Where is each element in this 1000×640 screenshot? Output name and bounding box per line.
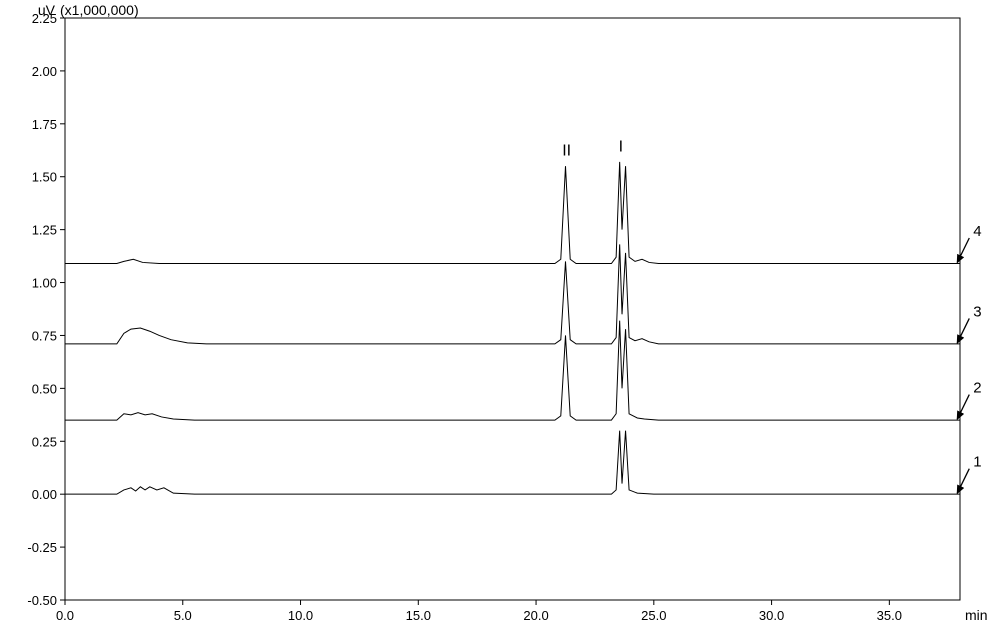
svg-text:1.00: 1.00 bbox=[32, 276, 57, 291]
svg-text:35.0: 35.0 bbox=[877, 608, 902, 623]
chart-svg: -0.50 -0.25 0.00 0.25 0.50 0.75 1.00 1.25 1.50 1.… bbox=[0, 0, 1000, 640]
svg-text:II: II bbox=[562, 143, 571, 160]
svg-text:0.0: 0.0 bbox=[56, 608, 74, 623]
svg-text:30.0: 30.0 bbox=[759, 608, 784, 623]
svg-text:1: 1 bbox=[973, 454, 981, 471]
svg-text:min: min bbox=[965, 607, 988, 623]
svg-text:2: 2 bbox=[973, 380, 981, 397]
svg-text:-0.50: -0.50 bbox=[27, 593, 57, 608]
svg-text:-0.25: -0.25 bbox=[27, 540, 57, 555]
svg-text:15.0: 15.0 bbox=[406, 608, 431, 623]
chromatogram-chart: -0.50 -0.25 0.00 0.25 0.50 0.75 1.00 1.25 1.50 1.… bbox=[0, 0, 1000, 640]
svg-text:5.0: 5.0 bbox=[174, 608, 192, 623]
svg-text:(x1,000,000): (x1,000,000) bbox=[60, 2, 139, 18]
svg-text:2.00: 2.00 bbox=[32, 64, 57, 79]
svg-text:1.25: 1.25 bbox=[32, 223, 57, 238]
svg-text:0.75: 0.75 bbox=[32, 328, 57, 343]
svg-text:0.50: 0.50 bbox=[32, 381, 57, 396]
svg-text:10.0: 10.0 bbox=[288, 608, 313, 623]
svg-text:1.75: 1.75 bbox=[32, 117, 57, 132]
svg-text:0.00: 0.00 bbox=[32, 487, 57, 502]
svg-text:uV: uV bbox=[38, 2, 56, 18]
svg-text:20.0: 20.0 bbox=[523, 608, 548, 623]
svg-text:25.0: 25.0 bbox=[641, 608, 666, 623]
svg-text:4: 4 bbox=[973, 223, 981, 240]
svg-text:3: 3 bbox=[973, 303, 981, 320]
svg-text:0.25: 0.25 bbox=[32, 434, 57, 449]
svg-text:I: I bbox=[619, 138, 623, 155]
svg-text:1.50: 1.50 bbox=[32, 170, 57, 185]
